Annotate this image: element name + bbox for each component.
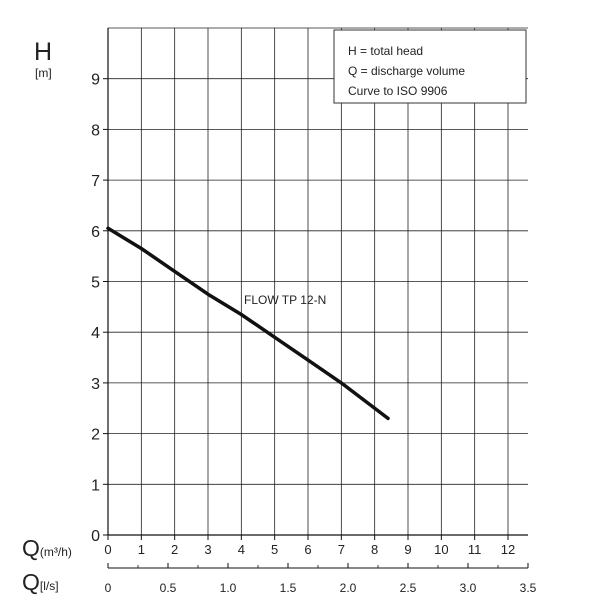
x-tick-label-ls: 2.0 bbox=[340, 581, 357, 595]
x-tick-label-m3h: 10 bbox=[434, 542, 448, 557]
x-tick-label-m3h: 6 bbox=[304, 542, 311, 557]
y-tick-label: 7 bbox=[91, 173, 100, 190]
x-axis-label-m3h-sub: (m³/h) bbox=[40, 545, 72, 559]
x-tick-label-ls: 2.5 bbox=[400, 581, 417, 595]
legend-line-3: Curve to ISO 9906 bbox=[348, 84, 448, 98]
x-tick-label-ls: 1.5 bbox=[280, 581, 297, 595]
y-axis-unit: [m] bbox=[35, 66, 52, 80]
x-tick-label-ls: 3.0 bbox=[460, 581, 477, 595]
y-tick-label: 9 bbox=[91, 72, 100, 89]
x-tick-label-m3h: 3 bbox=[204, 542, 211, 557]
y-axis-label: H bbox=[34, 38, 52, 66]
y-tick-label: 2 bbox=[91, 427, 100, 444]
x-tick-label-m3h: 11 bbox=[468, 542, 482, 557]
x-axis-label-ls-sub: [l/s] bbox=[40, 579, 59, 593]
legend-box bbox=[333, 29, 527, 104]
y-tick-label: 3 bbox=[91, 376, 100, 393]
x-tick-labels-ls: 0 0.5 1.0 1.5 2.0 2.5 3.0 3.5 bbox=[105, 563, 537, 595]
x-tick-label-ls: 0 bbox=[105, 581, 112, 595]
x-tick-label-m3h: 2 bbox=[171, 542, 178, 557]
x-tick-label-m3h: 1 bbox=[138, 542, 145, 557]
y-tick-labels: 0 1 2 3 4 5 6 7 8 9 bbox=[91, 72, 108, 545]
x-tick-label-ls: 0.5 bbox=[160, 581, 177, 595]
legend-line-2: Q = discharge volume bbox=[348, 64, 465, 78]
x-tick-label-ls: 1.0 bbox=[220, 581, 237, 595]
x-tick-label-m3h: 9 bbox=[404, 542, 411, 557]
y-tick-label: 6 bbox=[91, 224, 100, 241]
legend-line-1: H = total head bbox=[348, 44, 423, 58]
x-tick-label-m3h: 5 bbox=[271, 542, 278, 557]
x-axis-label-m3h-main: Q bbox=[22, 535, 40, 561]
x-tick-labels-m3h: 0 1 2 3 4 5 6 7 8 9 10 11 12 bbox=[104, 535, 515, 557]
x-axis-label-ls-main: Q bbox=[22, 569, 40, 595]
x-tick-label-ls: 3.5 bbox=[520, 581, 537, 595]
x-tick-label-m3h: 4 bbox=[238, 542, 245, 557]
x-axis-label-ls: Q[l/s] bbox=[22, 569, 59, 595]
x-axis-label-m3h: Q(m³/h) bbox=[22, 535, 72, 561]
y-tick-label: 1 bbox=[91, 477, 100, 494]
series-label-flow-tp-12-n: FLOW TP 12-N bbox=[244, 293, 326, 307]
y-tick-label: 5 bbox=[91, 275, 100, 292]
y-tick-label: 8 bbox=[91, 122, 100, 139]
y-tick-label: 4 bbox=[91, 325, 100, 342]
x-tick-label-m3h: 12 bbox=[501, 542, 515, 557]
chart-grid bbox=[108, 27, 528, 535]
x-tick-label-m3h: 7 bbox=[338, 542, 345, 557]
series-line-flow-tp-12-n bbox=[106, 226, 390, 421]
y-tick-label: 0 bbox=[91, 528, 100, 545]
x-tick-label-m3h: 0 bbox=[104, 542, 111, 557]
x-tick-label-m3h: 8 bbox=[371, 542, 378, 557]
